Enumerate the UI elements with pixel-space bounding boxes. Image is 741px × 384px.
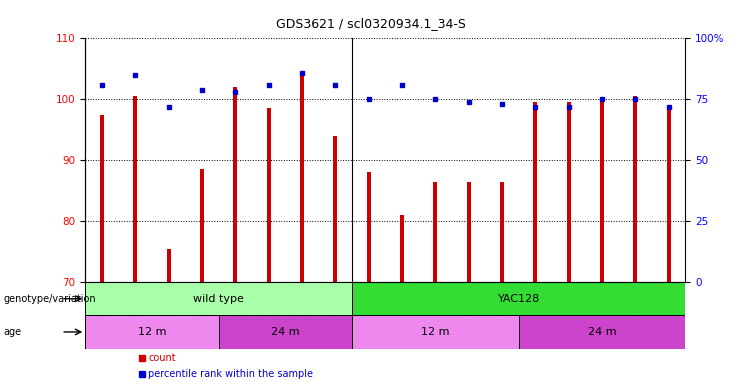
Bar <box>167 248 170 282</box>
Text: age: age <box>4 327 21 337</box>
Text: YAC128: YAC128 <box>497 294 540 304</box>
Bar <box>352 282 685 315</box>
Bar <box>352 315 519 349</box>
Bar <box>200 169 204 282</box>
Text: count: count <box>148 354 176 364</box>
Bar <box>500 182 504 282</box>
Bar <box>133 96 137 282</box>
Bar <box>233 87 237 282</box>
Bar <box>467 182 471 282</box>
Text: 12 m: 12 m <box>138 327 166 337</box>
Bar <box>534 103 537 282</box>
Text: GDS3621 / scl0320934.1_34-S: GDS3621 / scl0320934.1_34-S <box>276 17 465 30</box>
Text: percentile rank within the sample: percentile rank within the sample <box>148 369 313 379</box>
Bar <box>85 282 352 315</box>
Bar <box>634 96 637 282</box>
Bar <box>667 108 671 282</box>
Bar <box>400 215 404 282</box>
Bar <box>85 315 219 349</box>
Bar <box>433 182 437 282</box>
Text: 24 m: 24 m <box>271 327 299 337</box>
Bar <box>600 99 604 282</box>
Bar <box>100 114 104 282</box>
Bar <box>300 75 304 282</box>
Bar <box>267 108 270 282</box>
Text: genotype/variation: genotype/variation <box>4 294 96 304</box>
Text: wild type: wild type <box>193 294 244 304</box>
Text: 12 m: 12 m <box>421 327 450 337</box>
Bar <box>333 136 337 282</box>
Text: 24 m: 24 m <box>588 327 617 337</box>
Bar <box>219 315 352 349</box>
Bar <box>519 315 685 349</box>
Bar <box>567 103 571 282</box>
Bar <box>367 172 370 282</box>
